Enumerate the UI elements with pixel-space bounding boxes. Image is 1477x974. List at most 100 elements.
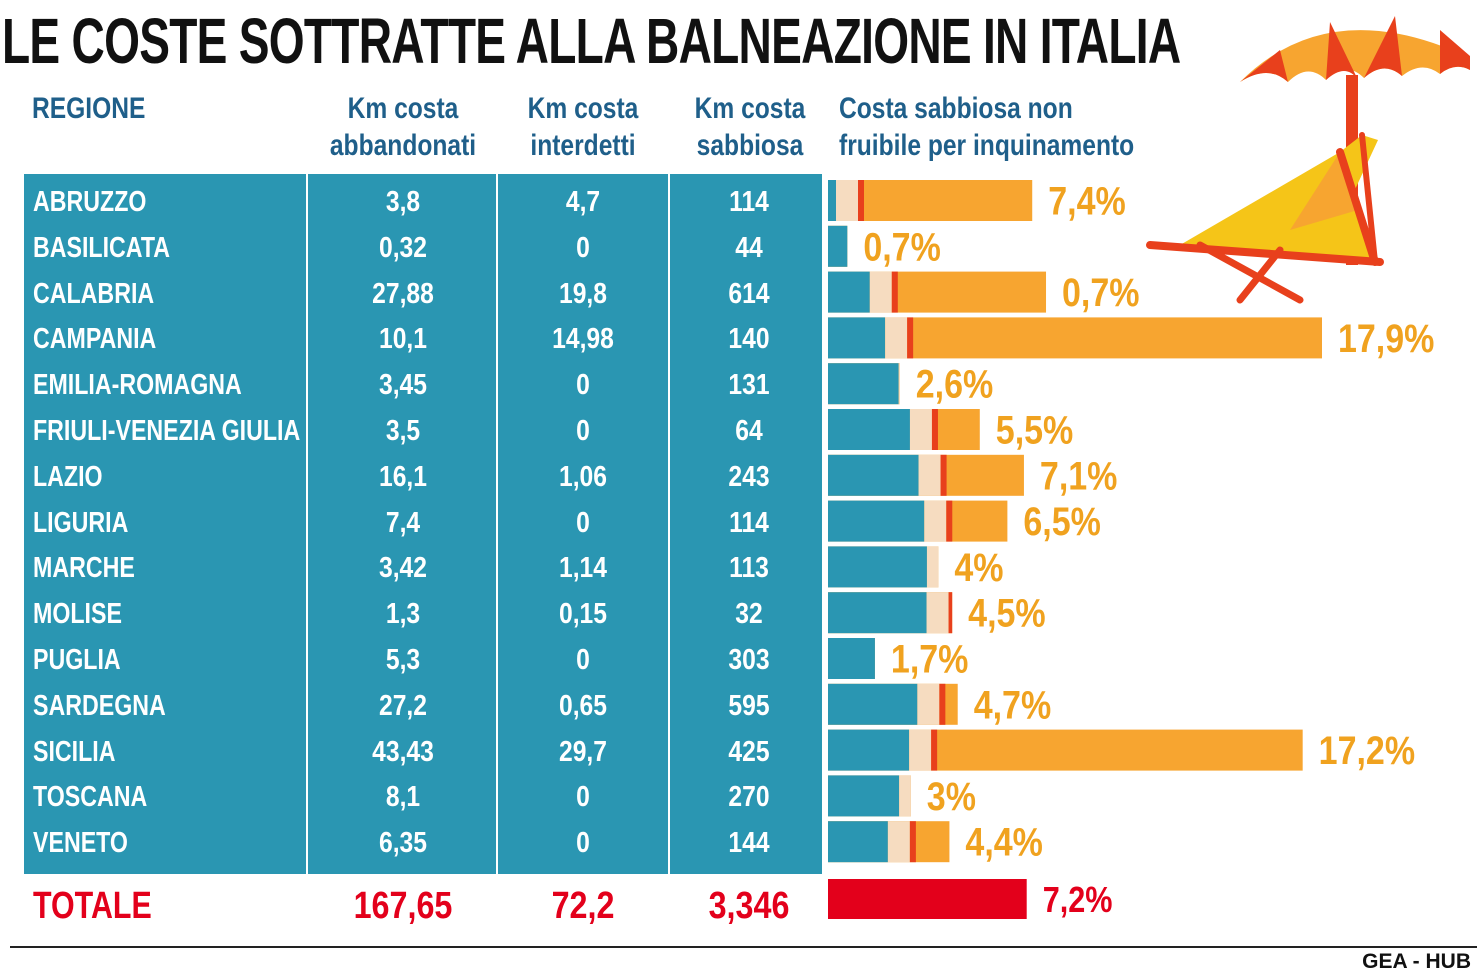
bar-sand bbox=[885, 317, 908, 359]
table-cell-km-sabbiosa: 140 bbox=[728, 323, 770, 356]
bar-value-label: 17,2% bbox=[1319, 727, 1415, 772]
bar-sand bbox=[869, 271, 892, 313]
table-cell-km-sabbiosa: 270 bbox=[728, 781, 770, 814]
table-cell-region: SICILIA bbox=[33, 735, 116, 768]
credit-label: GEA - HUB bbox=[1362, 950, 1471, 973]
bar-shore bbox=[931, 409, 938, 450]
table-cell-km-interdetti: 0 bbox=[576, 827, 590, 860]
bottom-rule bbox=[10, 946, 1477, 948]
table-cell-region: CALABRIA bbox=[33, 277, 155, 310]
table-cell-km-sabbiosa: 303 bbox=[728, 644, 770, 676]
table-cell-km-interdetti: 19,8 bbox=[559, 277, 607, 310]
table-cell-km-abbandonati: 6,35 bbox=[379, 827, 427, 860]
table-cell-region: LIGURIA bbox=[33, 506, 129, 539]
table-cell-region: BASILICATA bbox=[33, 231, 171, 264]
bar-toscana bbox=[828, 775, 911, 817]
header-km-sabbiosa: Km costa sabbiosa bbox=[643, 90, 856, 164]
bar-sand bbox=[926, 546, 939, 588]
table-cell-km-interdetti: 0 bbox=[576, 231, 590, 264]
data-table bbox=[24, 174, 822, 874]
bar-sea bbox=[828, 271, 870, 313]
table-cell-km-sabbiosa: 614 bbox=[728, 277, 770, 310]
bar-sea bbox=[828, 546, 927, 588]
bar-sea bbox=[828, 775, 900, 817]
bar-value-label: 7,4% bbox=[1048, 178, 1125, 223]
bar-marche bbox=[828, 546, 939, 588]
table-cell-km-interdetti: 0 bbox=[576, 369, 590, 402]
table-cell-km-sabbiosa: 114 bbox=[729, 186, 769, 218]
table-cell-km-abbandonati: 1,3 bbox=[385, 598, 421, 631]
table-cell-km-abbandonati: 27,2 bbox=[379, 689, 427, 722]
bar-basilicata bbox=[828, 225, 848, 267]
bar-sand bbox=[924, 500, 947, 542]
table-cell-km-sabbiosa: 64 bbox=[735, 415, 763, 447]
table-cell-km-sabbiosa: 144 bbox=[728, 827, 770, 860]
bar-value-label: 4,7% bbox=[974, 682, 1051, 727]
bar-shore bbox=[891, 271, 898, 313]
bar-shore bbox=[858, 180, 864, 221]
table-cell-km-abbandonati: 3,42 bbox=[379, 552, 427, 585]
header-region: REGIONE bbox=[32, 92, 146, 125]
table-cell-region: PUGLIA bbox=[33, 644, 121, 676]
total-km-interdetti: 72,2 bbox=[551, 885, 615, 927]
table-cell-region: MOLISE bbox=[33, 598, 122, 631]
header-costa-non-fruibile: Costa sabbiosa non fruibile per inquinam… bbox=[839, 90, 1134, 164]
bar-sea bbox=[828, 500, 925, 542]
table-cell-km-interdetti: 14,98 bbox=[552, 323, 614, 356]
bar-value-label: 7,1% bbox=[1040, 453, 1117, 498]
header-km-interdetti: Km costa interdetti bbox=[476, 90, 689, 164]
bar-value-label: 5,5% bbox=[996, 407, 1073, 452]
table-cell-km-interdetti: 1,14 bbox=[559, 552, 607, 585]
bar-sand bbox=[918, 454, 941, 496]
table-cell-km-interdetti: 0 bbox=[576, 415, 590, 447]
table-cell-km-interdetti: 0 bbox=[576, 506, 590, 539]
column-divider bbox=[668, 174, 670, 874]
bar-sand bbox=[909, 409, 932, 450]
table-cell-km-sabbiosa: 32 bbox=[735, 598, 763, 631]
bar-total-label: 7,2% bbox=[1043, 881, 1113, 921]
bar-calabria bbox=[828, 271, 1047, 313]
bar-puglia bbox=[828, 638, 875, 679]
table-cell-km-sabbiosa: 114 bbox=[729, 506, 769, 539]
bar-value-label: 6,5% bbox=[1023, 498, 1100, 543]
bar-sand bbox=[899, 775, 911, 817]
bar-sea bbox=[828, 180, 836, 221]
table-cell-region: FRIULI-VENEZIA GIULIA bbox=[33, 415, 301, 447]
table-cell-km-abbandonati: 3,5 bbox=[385, 415, 421, 447]
bar-value-label: 17,9% bbox=[1338, 315, 1434, 360]
bar-value-label: 0,7% bbox=[1062, 269, 1139, 314]
bar-sand bbox=[887, 821, 910, 863]
bar-value-label: 4% bbox=[954, 544, 1003, 589]
table-cell-region: VENETO bbox=[33, 827, 128, 860]
table-cell-km-sabbiosa: 425 bbox=[728, 735, 770, 768]
bar-sand bbox=[909, 729, 932, 771]
bar-sea bbox=[828, 454, 919, 496]
bar-shore bbox=[909, 821, 916, 863]
bar-sea bbox=[828, 821, 888, 863]
bar-value-label: 4,5% bbox=[968, 590, 1045, 635]
column-divider bbox=[496, 174, 498, 874]
bar-lazio bbox=[828, 454, 1024, 496]
bar-sand bbox=[898, 363, 900, 405]
table-cell-km-abbandonati: 0,32 bbox=[379, 231, 427, 264]
header-line: Costa sabbiosa non bbox=[839, 92, 1073, 125]
bar-value-label: 0,7% bbox=[863, 224, 940, 269]
total-km-abbandonati: 167,65 bbox=[353, 885, 453, 927]
table-cell-km-abbandonati: 3,8 bbox=[385, 186, 421, 218]
bar-shore bbox=[940, 454, 947, 496]
table-cell-km-abbandonati: 7,4 bbox=[385, 506, 421, 539]
bar-shore bbox=[907, 317, 914, 359]
bar-sea bbox=[828, 592, 927, 634]
table-cell-region: MARCHE bbox=[33, 552, 135, 585]
bar-sea bbox=[828, 363, 899, 405]
table-cell-km-interdetti: 1,06 bbox=[559, 460, 607, 493]
table-cell-km-sabbiosa: 113 bbox=[729, 552, 769, 585]
bar-friuli-venezia giulia bbox=[828, 409, 980, 450]
bar-emilia-romagna bbox=[828, 363, 900, 405]
table-cell-km-interdetti: 0,15 bbox=[559, 598, 607, 631]
bar-liguria bbox=[828, 500, 1008, 542]
total-label: TOTALE bbox=[33, 885, 152, 927]
bar-campania bbox=[828, 317, 1322, 359]
bar-value-label: 3% bbox=[927, 773, 976, 818]
